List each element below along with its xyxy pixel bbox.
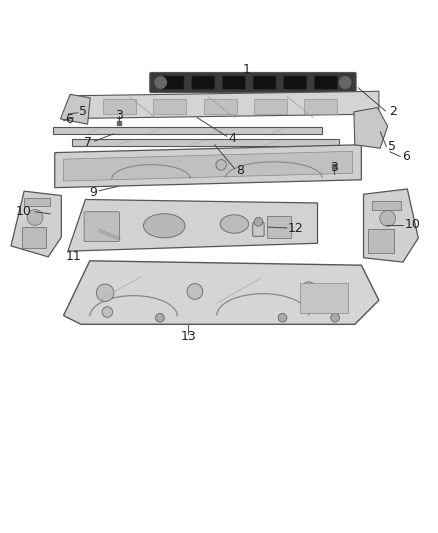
- FancyBboxPatch shape: [284, 76, 307, 89]
- FancyBboxPatch shape: [150, 72, 356, 93]
- Circle shape: [155, 77, 166, 88]
- Polygon shape: [55, 145, 361, 188]
- Text: 11: 11: [66, 251, 81, 263]
- Polygon shape: [77, 91, 379, 118]
- Polygon shape: [60, 94, 90, 124]
- Bar: [24, 198, 50, 206]
- Circle shape: [27, 209, 43, 225]
- Text: 13: 13: [180, 330, 196, 343]
- Circle shape: [96, 284, 114, 302]
- Ellipse shape: [143, 214, 185, 238]
- Bar: [153, 99, 186, 114]
- Text: 7: 7: [84, 136, 92, 149]
- Bar: [72, 139, 339, 146]
- Text: 9: 9: [89, 185, 97, 198]
- Bar: [267, 216, 291, 238]
- Polygon shape: [354, 108, 388, 148]
- FancyBboxPatch shape: [223, 76, 245, 89]
- Text: 4: 4: [228, 132, 236, 144]
- Circle shape: [339, 77, 351, 88]
- Text: 3: 3: [330, 161, 338, 174]
- Circle shape: [278, 313, 287, 322]
- Bar: [304, 99, 337, 114]
- Text: 2: 2: [389, 104, 397, 117]
- Bar: [103, 99, 136, 114]
- FancyBboxPatch shape: [314, 76, 337, 89]
- Bar: [368, 229, 394, 253]
- Polygon shape: [64, 261, 379, 324]
- Bar: [53, 127, 322, 134]
- Circle shape: [331, 313, 339, 322]
- Text: 6: 6: [65, 113, 73, 126]
- Bar: [254, 99, 287, 114]
- FancyBboxPatch shape: [161, 76, 184, 89]
- FancyBboxPatch shape: [253, 76, 276, 89]
- Ellipse shape: [220, 215, 249, 233]
- Text: 5: 5: [389, 140, 396, 153]
- FancyBboxPatch shape: [253, 222, 264, 236]
- Bar: [204, 99, 237, 114]
- Text: 5: 5: [79, 105, 87, 118]
- Text: 8: 8: [236, 164, 244, 176]
- Text: 10: 10: [16, 205, 32, 218]
- Circle shape: [187, 284, 203, 300]
- Polygon shape: [64, 151, 353, 181]
- Circle shape: [380, 211, 396, 226]
- FancyBboxPatch shape: [84, 212, 120, 241]
- Bar: [372, 201, 401, 209]
- Circle shape: [155, 313, 164, 322]
- FancyBboxPatch shape: [192, 76, 215, 89]
- Bar: [22, 227, 46, 248]
- Text: 12: 12: [288, 222, 304, 236]
- Circle shape: [254, 217, 263, 226]
- Polygon shape: [300, 282, 348, 313]
- Text: 1: 1: [242, 63, 250, 76]
- Text: 10: 10: [405, 219, 420, 231]
- Circle shape: [102, 307, 113, 317]
- Text: 3: 3: [115, 109, 123, 122]
- Circle shape: [302, 282, 315, 295]
- Polygon shape: [364, 189, 418, 262]
- Polygon shape: [11, 191, 61, 257]
- Circle shape: [216, 159, 226, 170]
- Text: 6: 6: [403, 150, 410, 163]
- Polygon shape: [68, 199, 318, 251]
